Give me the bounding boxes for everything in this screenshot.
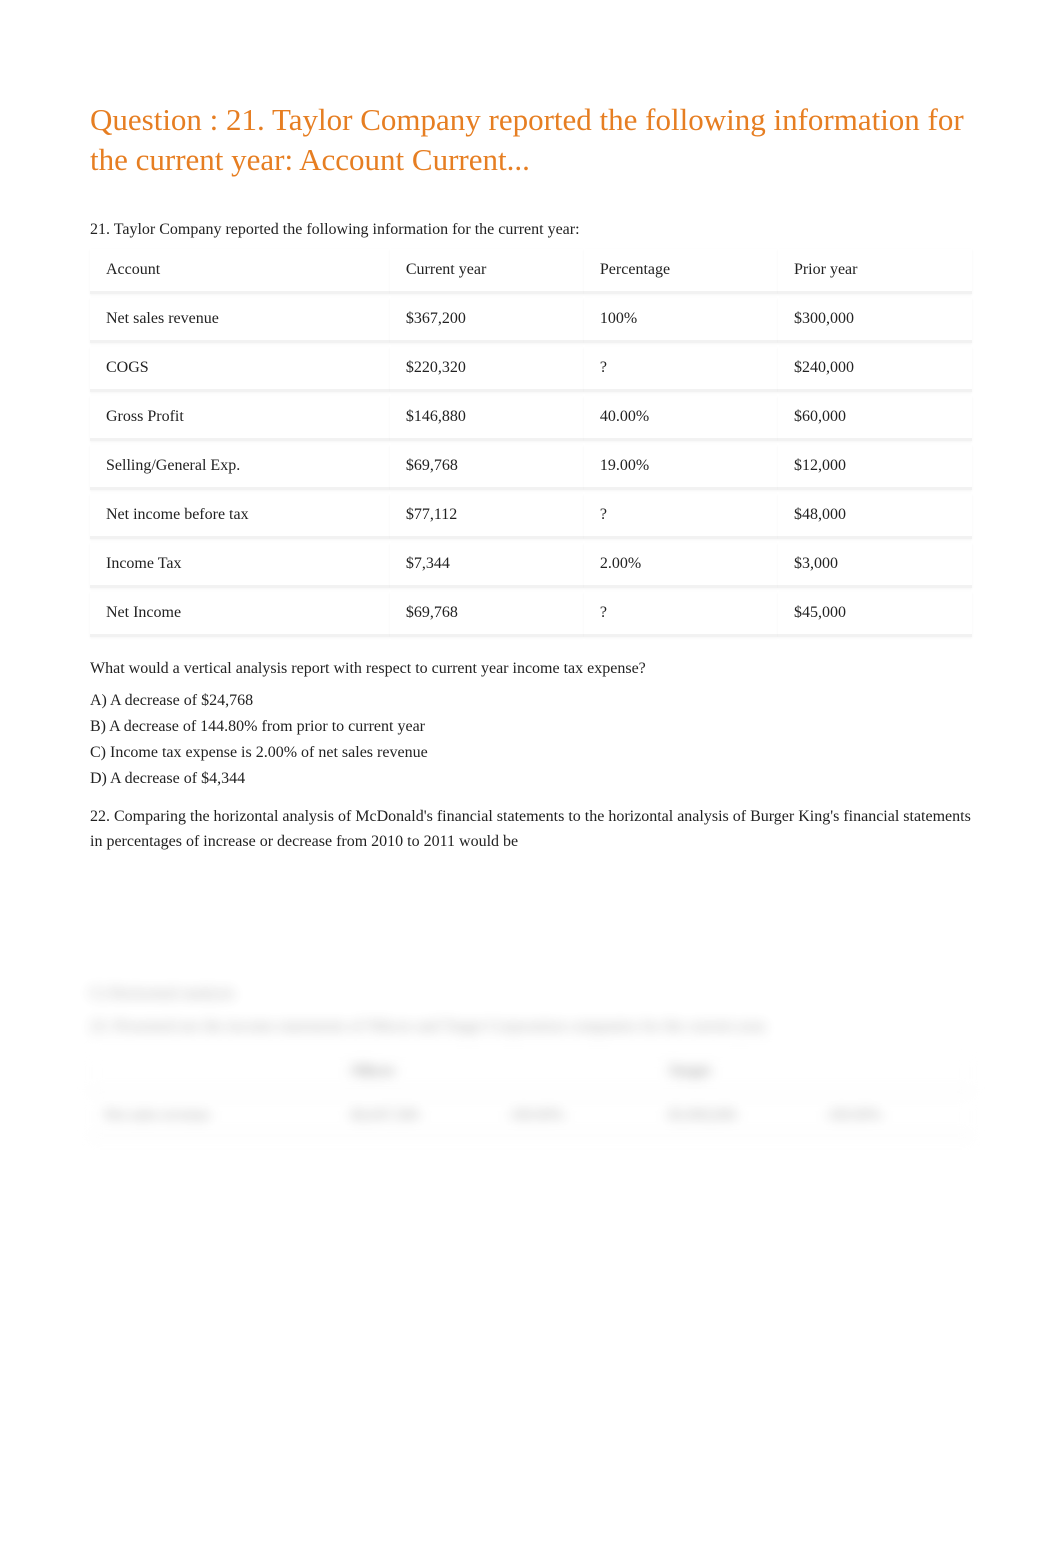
blur-c1: $4,047,500 [337,1097,496,1137]
cell-account: Gross Profit [90,396,390,441]
blur-c2: 100.00% [496,1097,655,1137]
cell-prior: $48,000 [778,494,972,539]
option-d: D) A decrease of $4,344 [90,770,972,788]
question-intro: 21. Taylor Company reported the followin… [90,221,972,239]
blur-h1: Nihcee [337,1053,496,1093]
table-row: Net Income $69,768 ? $45,000 [90,592,972,637]
table-row: Net sales revenue $367,200 100% $300,000 [90,298,972,343]
cell-current: $69,768 [390,592,584,637]
cell-prior: $45,000 [778,592,972,637]
option-b: B) A decrease of 144.80% from prior to c… [90,718,972,736]
blur-header-row: Nihcee Target [90,1053,972,1093]
header-prior: Prior year [778,249,972,294]
blur-c3: $3,900,000 [654,1097,813,1137]
cell-account: Income Tax [90,543,390,588]
question-prompt: What would a vertical analysis report wi… [90,655,972,682]
cell-current: $77,112 [390,494,584,539]
table-row: COGS $220,320 ? $240,000 [90,347,972,392]
question-title: Question : 21. Taylor Company reported t… [90,100,972,181]
cell-prior: $3,000 [778,543,972,588]
cell-account: COGS [90,347,390,392]
cell-current: $69,768 [390,445,584,490]
table-row: Net income before tax $77,112 ? $48,000 [90,494,972,539]
cell-account: Selling/General Exp. [90,445,390,490]
cell-account: Net income before tax [90,494,390,539]
blur-row: Net sales revenue $4,047,500 100.00% $3,… [90,1097,972,1137]
cell-prior: $12,000 [778,445,972,490]
cell-prior: $240,000 [778,347,972,392]
blurred-preview: C) Horizontal analysis 23. Presented are… [90,985,972,1141]
cell-pct: 19.00% [584,445,778,490]
cell-pct: 2.00% [584,543,778,588]
cell-current: $367,200 [390,298,584,343]
cell-pct: ? [584,494,778,539]
blur-c0: Net sales revenue [90,1097,337,1137]
blur-answer: C) Horizontal analysis [90,985,972,1003]
cell-prior: $60,000 [778,396,972,441]
question-22: 22. Comparing the horizontal analysis of… [90,804,972,855]
blur-table: Nihcee Target Net sales revenue $4,047,5… [90,1049,972,1141]
table-row: Gross Profit $146,880 40.00% $60,000 [90,396,972,441]
blur-h0 [90,1053,337,1093]
header-account: Account [90,249,390,294]
cell-account: Net Income [90,592,390,637]
cell-current: $146,880 [390,396,584,441]
cell-current: $220,320 [390,347,584,392]
blur-c4: 100.00% [813,1097,972,1137]
table-header-row: Account Current year Percentage Prior ye… [90,249,972,294]
table-row: Income Tax $7,344 2.00% $3,000 [90,543,972,588]
cell-pct: 40.00% [584,396,778,441]
table-row: Selling/General Exp. $69,768 19.00% $12,… [90,445,972,490]
cell-pct: 100% [584,298,778,343]
header-percentage: Percentage [584,249,778,294]
option-c: C) Income tax expense is 2.00% of net sa… [90,744,972,762]
cell-account: Net sales revenue [90,298,390,343]
blur-h4 [813,1053,972,1093]
option-a: A) A decrease of $24,768 [90,692,972,710]
blur-h3: Target [654,1053,813,1093]
cell-prior: $300,000 [778,298,972,343]
header-current: Current year [390,249,584,294]
financial-table: Account Current year Percentage Prior ye… [90,245,972,641]
cell-pct: ? [584,347,778,392]
cell-pct: ? [584,592,778,637]
cell-current: $7,344 [390,543,584,588]
blur-h2 [496,1053,655,1093]
blur-q23: 23. Presented are the income statements … [90,1015,972,1039]
